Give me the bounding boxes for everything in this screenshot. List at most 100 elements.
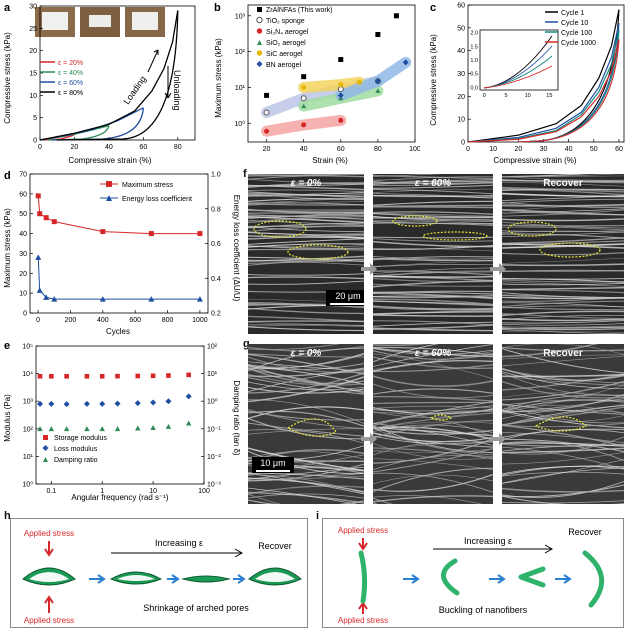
panel-h-box: Applied stress Applied stress bbox=[10, 518, 308, 628]
point-b-zralnfa bbox=[393, 13, 399, 19]
sem-fiber bbox=[248, 273, 364, 276]
panel-d-y2label: Energy loss coefficient (ΔU/U) bbox=[232, 195, 240, 302]
sem-fiber bbox=[373, 441, 493, 452]
point-d-energy-loss bbox=[36, 287, 43, 293]
sem-fiber bbox=[248, 231, 364, 239]
sem-fiber bbox=[502, 344, 599, 358]
nanofiber-1 bbox=[358, 550, 368, 604]
sem-fiber bbox=[502, 224, 624, 227]
point-b-2 bbox=[300, 95, 307, 102]
sem-fiber bbox=[248, 191, 364, 198]
point-d-energy-loss bbox=[196, 296, 203, 302]
sem-label-f-1: ε = 0% bbox=[290, 178, 322, 189]
scale-bar-f: 20 μm bbox=[326, 290, 364, 306]
y-tick-label: 60 bbox=[457, 3, 465, 10]
sem-fiber bbox=[373, 458, 493, 471]
sem-fiber bbox=[248, 367, 364, 377]
y-tick-label: 50 bbox=[19, 211, 27, 218]
sem-fiber bbox=[502, 300, 624, 308]
sem-fiber bbox=[502, 292, 624, 299]
sem-fiber bbox=[248, 260, 364, 264]
legend-c-4: Cycle 1000 bbox=[561, 40, 596, 47]
legend-c-1: Cycle 1 bbox=[561, 10, 584, 17]
legend-c-3: Cycle 100 bbox=[561, 30, 592, 37]
y2-tick-label: 10⁰ bbox=[207, 398, 218, 406]
panel-g-letter: g bbox=[243, 338, 250, 350]
sem-fiber bbox=[373, 216, 493, 219]
legend-e-2: Loss modulus bbox=[54, 446, 98, 453]
point-e-loss bbox=[99, 400, 106, 407]
point-e-damping bbox=[165, 423, 172, 429]
series-d-line-2 bbox=[37, 257, 200, 300]
nanofiber-4 bbox=[582, 550, 605, 608]
inset-x-tick-label: 5 bbox=[504, 93, 507, 99]
panel-d-ylabel: Maximum stress (kPa) bbox=[3, 208, 12, 288]
pore-shape-4 bbox=[248, 567, 302, 586]
sem-fiber bbox=[502, 393, 624, 413]
point-d-max-stress bbox=[197, 231, 203, 237]
point-d-max-stress bbox=[35, 193, 41, 199]
sem-fiber bbox=[248, 215, 364, 224]
sem-fiber bbox=[248, 201, 364, 206]
sem-fiber bbox=[373, 427, 493, 456]
sem-fiber bbox=[502, 181, 624, 187]
point-d-max-stress bbox=[51, 219, 57, 225]
sem-fiber bbox=[373, 396, 493, 402]
sem-fiber bbox=[373, 277, 493, 283]
y2-tick-label: 10¹ bbox=[207, 371, 218, 378]
sem-fiber bbox=[248, 224, 364, 233]
sem-fiber bbox=[502, 487, 624, 493]
point-b-zralnfa bbox=[375, 32, 381, 38]
sem-fiber bbox=[502, 325, 624, 330]
sem-fiber bbox=[248, 258, 364, 266]
point-e-damping bbox=[84, 426, 90, 432]
point-d-max-stress bbox=[37, 211, 43, 217]
panel-e-legend: Storage modulus Loss modulus Damping rat… bbox=[42, 435, 107, 464]
sem-fiber bbox=[373, 321, 493, 327]
sem-fiber bbox=[502, 375, 624, 386]
sem-fiber bbox=[373, 192, 493, 197]
sem-fiber bbox=[373, 280, 493, 288]
sem-fiber bbox=[248, 183, 364, 187]
inset-x-tick-label: 15 bbox=[546, 93, 552, 99]
panel-a-legend: ε = 20% ε = 40% ε = 60% ε = 80% bbox=[40, 60, 83, 97]
panel-a-chart: a 0 20 40 60 80 0 5 10 15 20 25 30 ε = 20% ε = 40% … bbox=[3, 2, 196, 165]
point-e-loss bbox=[134, 400, 141, 407]
y-tick-label: 10³ bbox=[23, 399, 34, 406]
sem-fiber bbox=[373, 258, 493, 262]
sem-fiber bbox=[248, 356, 364, 374]
sem-fiber bbox=[502, 320, 624, 324]
point-e-damping bbox=[150, 424, 156, 430]
point-b-3 bbox=[301, 122, 307, 128]
sem-fiber bbox=[502, 277, 624, 280]
sem-fiber bbox=[502, 403, 624, 415]
sem-fiber bbox=[373, 237, 493, 242]
panel-a-ylabel: Compressive stress (kPa) bbox=[3, 32, 12, 124]
legend-d-2: Energy loss coefficient bbox=[122, 196, 192, 203]
sem-fiber bbox=[373, 410, 493, 427]
sem-fiber bbox=[373, 349, 493, 360]
panel-e-y2label: Damping ratio (tan δ) bbox=[232, 380, 240, 455]
sem-fiber bbox=[373, 401, 493, 405]
y-tick-label: 10⁰ bbox=[22, 481, 33, 489]
point-e-loss bbox=[165, 398, 172, 405]
panel-e-chart: e 0.1 1 10 100 10⁰ 10¹ 10² 10³ 10⁴ 10⁵ 10⁻³ 10⁻² 10⁻… bbox=[3, 340, 240, 502]
x-tick-label: 80 bbox=[374, 146, 382, 153]
sem-fiber bbox=[373, 353, 493, 380]
point-d-energy-loss bbox=[43, 294, 50, 300]
increasing-strain-i: Increasing ε bbox=[464, 536, 512, 546]
y2-tick-label: 0.4 bbox=[211, 276, 221, 283]
x-tick-label: 60 bbox=[337, 146, 345, 153]
point-e-loss bbox=[83, 400, 90, 407]
unloading-label: Unloading bbox=[172, 70, 182, 111]
sem-fiber bbox=[502, 289, 624, 294]
sem-fiber bbox=[373, 212, 493, 218]
point-e-storage bbox=[99, 373, 105, 379]
sem-fiber bbox=[373, 295, 493, 299]
sem-fiber bbox=[248, 386, 364, 394]
sem-fiber bbox=[373, 356, 493, 369]
y-tick-label: 60 bbox=[19, 191, 27, 198]
legend-e-3: Damping ratio bbox=[54, 457, 98, 464]
sem-fiber bbox=[373, 179, 493, 185]
sem-fiber bbox=[373, 473, 493, 492]
